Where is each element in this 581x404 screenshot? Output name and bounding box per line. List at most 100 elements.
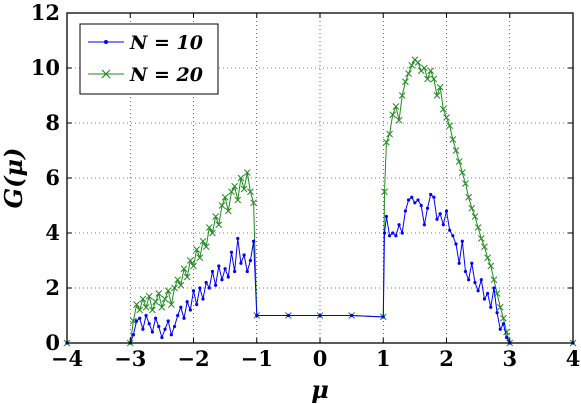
legend: N = 10 N = 20 <box>79 23 219 95</box>
data-point <box>430 75 438 83</box>
data-point <box>476 289 480 293</box>
data-point <box>233 269 237 274</box>
x-tick-label: −4 <box>51 346 83 371</box>
data-point <box>198 286 202 290</box>
data-point <box>455 158 463 165</box>
data-point <box>179 305 183 309</box>
data-point <box>183 273 191 281</box>
data-point <box>402 78 409 86</box>
x-tick-label: 1 <box>376 346 391 371</box>
data-point <box>149 306 156 314</box>
data-point <box>191 289 196 293</box>
data-point <box>465 193 472 201</box>
series-n20 <box>63 56 577 347</box>
data-point <box>215 221 223 229</box>
data-point <box>451 234 455 238</box>
y-tick-label: 12 <box>31 0 60 25</box>
data-point <box>172 324 177 329</box>
data-point <box>448 228 452 232</box>
data-point <box>142 303 150 311</box>
data-point <box>190 262 197 270</box>
data-point <box>416 198 420 202</box>
data-point <box>429 192 433 197</box>
data-point <box>202 243 210 251</box>
data-point <box>446 122 454 130</box>
data-point <box>387 234 392 238</box>
data-point <box>318 313 322 318</box>
data-point <box>435 217 439 221</box>
data-point <box>196 254 204 262</box>
data-point <box>419 203 423 208</box>
data-point <box>234 196 242 204</box>
data-point <box>392 103 400 110</box>
data-point <box>410 195 414 199</box>
data-point <box>136 306 144 314</box>
data-point <box>176 313 180 318</box>
data-point <box>498 327 502 331</box>
data-point <box>131 333 136 337</box>
data-point <box>193 246 201 253</box>
data-point <box>394 234 398 238</box>
data-point <box>240 185 248 193</box>
data-point <box>242 253 246 257</box>
data-point <box>436 83 444 91</box>
data-point <box>152 298 159 306</box>
data-point <box>237 174 245 182</box>
data-point <box>144 313 148 318</box>
data-point <box>400 231 404 235</box>
data-point <box>386 130 393 138</box>
data-point <box>413 201 417 205</box>
data-point <box>239 261 243 265</box>
data-point <box>251 239 256 243</box>
data-point <box>389 111 397 119</box>
data-point <box>166 319 170 323</box>
data-point <box>500 314 507 322</box>
data-point <box>247 188 254 196</box>
data-point <box>231 182 238 190</box>
data-point <box>157 324 161 329</box>
data-point <box>161 295 169 303</box>
data-point <box>207 286 211 290</box>
data-point <box>243 169 251 176</box>
data-point <box>195 302 199 307</box>
data-point <box>391 231 395 235</box>
series-layer <box>63 56 577 347</box>
data-point <box>470 261 474 265</box>
y-axis-label: G(μ) <box>0 148 28 209</box>
data-point <box>441 223 445 227</box>
data-point <box>468 204 476 212</box>
ticks <box>66 12 574 344</box>
data-point <box>381 188 388 196</box>
data-point <box>384 214 389 219</box>
data-point <box>229 250 234 254</box>
data-point <box>214 283 218 287</box>
data-point <box>185 300 189 304</box>
x-tick-label: 0 <box>313 346 328 371</box>
data-point <box>177 281 185 289</box>
data-point <box>220 278 224 282</box>
data-point <box>460 239 464 243</box>
legend-label-n20: N = 20 <box>129 64 203 86</box>
data-point <box>403 209 407 213</box>
legend-marker-n10 <box>104 40 108 44</box>
data-point <box>134 319 139 323</box>
data-point <box>245 269 249 274</box>
data-point <box>438 212 442 216</box>
data-point <box>424 75 431 83</box>
y-tick-label: 8 <box>45 110 60 135</box>
data-point <box>209 229 216 237</box>
data-point <box>163 327 167 331</box>
data-point <box>382 231 387 235</box>
data-point <box>414 59 422 66</box>
y-tick-label: 2 <box>45 275 60 300</box>
data-point <box>381 315 385 319</box>
data-point <box>188 308 192 312</box>
legend-label-n10: N = 10 <box>129 32 203 54</box>
data-point <box>226 275 230 279</box>
legend-box <box>79 23 219 95</box>
data-point <box>432 195 436 199</box>
data-point <box>248 258 253 263</box>
data-point <box>174 276 182 284</box>
data-point <box>406 198 411 202</box>
